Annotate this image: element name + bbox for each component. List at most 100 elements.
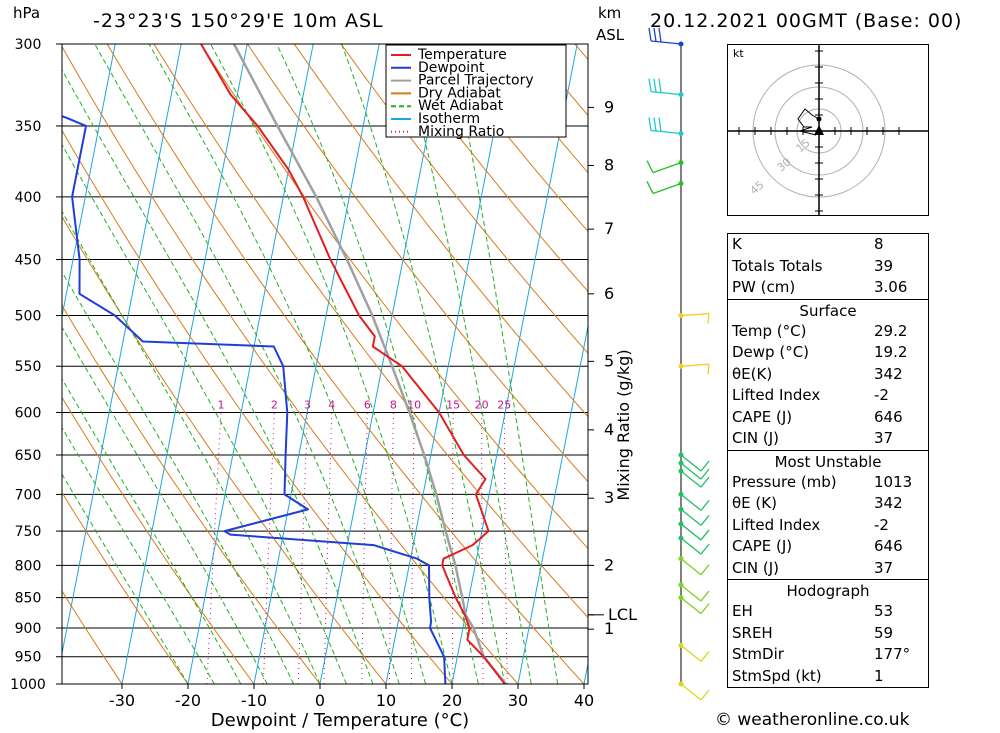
index-value: 342 [874, 364, 903, 383]
wind-barb [680, 363, 710, 375]
location-title: -23°23'S 150°29'E 10m ASL [93, 10, 384, 32]
pressure-tick-label: 550 [15, 359, 42, 375]
pressure-tick-label: 500 [15, 309, 42, 325]
most-unstable-section: Most Unstable Pressure (mb) 1013 θE (K) 342… [728, 449, 928, 580]
index-row: CIN (J) 37 [728, 558, 928, 580]
index-row: Totals Totals 39 [728, 256, 928, 278]
isotherm-line [121, 44, 248, 684]
indices-table: K 8 Totals Totals 39 PW (cm) 3.06 Surface Tem… [727, 233, 929, 688]
wind-barb-flag [700, 514, 710, 526]
hodograph-ring-label: 15 [794, 136, 813, 155]
wind-barb-flag [653, 78, 657, 93]
legend-label: Wet Adiabat [418, 98, 504, 114]
wind-barb-shaft [680, 644, 702, 662]
index-name: EH [732, 602, 753, 620]
index-name: Temp (°C) [732, 321, 807, 340]
height-tick-label: 8 [604, 155, 614, 174]
index-value: -2 [874, 386, 889, 404]
mixing-ratio-line [297, 412, 308, 684]
index-name: Dewp (°C) [732, 343, 810, 361]
index-name: SREH [732, 623, 773, 642]
pressure-tick-label: 800 [15, 558, 42, 574]
height-tick-label: LCL [608, 605, 637, 624]
isotherm-line [187, 44, 314, 684]
pressure-tick-label: 650 [15, 448, 42, 464]
mixing-ratio-label: 1 [217, 398, 224, 411]
wind-barb [680, 508, 710, 526]
x-axis-title: Dewpoint / Temperature (°C) [211, 710, 469, 731]
dry-adiabat-line [434, 44, 588, 233]
wind-barb-flag [707, 313, 710, 324]
dry-adiabat-line [387, 44, 588, 293]
copyright-link[interactable]: © weatheronline.co.uk [715, 710, 910, 730]
legend-label: Mixing Ratio [418, 124, 504, 140]
wet-adiabat-line [62, 426, 215, 684]
isotherm-line [385, 44, 512, 684]
mixing-ratio-axis-title: Mixing Ratio (g/kg) [614, 349, 633, 500]
x-tick-label: -30 [109, 691, 135, 710]
wind-barb-flag [648, 27, 652, 42]
index-row: Lifted Index -2 [728, 385, 928, 407]
pressure-tick-label: 900 [15, 621, 42, 637]
wet-adiabat-line [148, 44, 427, 684]
index-name: Totals Totals [732, 256, 823, 275]
hodograph-ring-label: 30 [775, 155, 794, 174]
wind-barb-flag [700, 529, 710, 541]
dry-adiabat-line [200, 44, 588, 550]
index-row: Pressure (mb) 1013 [728, 472, 928, 494]
index-row: θE(K) 342 [728, 364, 928, 386]
dry-adiabat-line [247, 44, 588, 483]
index-name: PW (cm) [732, 278, 796, 296]
index-value: 29.2 [874, 321, 908, 340]
pressure-tick-label: 300 [15, 37, 42, 53]
pressure-unit-label: hPa [13, 4, 41, 22]
parcel-trajectory-line [232, 44, 508, 684]
wind-barb [646, 160, 682, 174]
height-tick-label: 3 [604, 488, 614, 507]
hodograph-unit: kt [733, 47, 744, 60]
index-name: Pressure (mb) [732, 472, 837, 491]
wind-barb-flag [700, 476, 710, 488]
storm-motion-marker [814, 125, 824, 135]
index-row: CAPE (J) 646 [728, 536, 928, 558]
wind-barb-shaft [680, 584, 702, 602]
index-value: 59 [874, 623, 894, 642]
datetime-title: 20.12.2021 00GMT (Base: 00) [650, 10, 963, 32]
wind-barb-flag [707, 364, 710, 375]
x-tick-label: 10 [376, 691, 396, 710]
index-value: -2 [874, 515, 889, 534]
wind-barb [680, 470, 710, 488]
wet-adiabat-line [341, 44, 506, 684]
surface-section: Surface Temp (°C) 29.2 Dewp (°C) 19.2 θE(K) 3… [728, 298, 928, 450]
x-tick-label: 30 [508, 691, 528, 710]
x-tick-label: -10 [241, 691, 267, 710]
index-row: StmDir 177° [728, 644, 928, 666]
x-tick-label: 20 [442, 691, 462, 710]
height-unit-label: km [598, 4, 622, 22]
wind-barb-shaft [680, 312, 710, 317]
mixing-ratio-line [481, 412, 484, 684]
isotherm-line [319, 44, 446, 684]
index-value: 37 [874, 558, 894, 577]
dry-adiabat-line [340, 44, 588, 355]
wind-barb-flag [653, 27, 657, 42]
wind-barb-shaft [680, 454, 702, 472]
hodograph-trace [797, 108, 820, 136]
wind-barb [680, 523, 710, 541]
wind-barb [680, 493, 710, 511]
wind-barb [680, 683, 710, 701]
index-value: 39 [874, 256, 894, 275]
isotherm-line [62, 44, 116, 319]
wind-barb-flag [646, 160, 654, 173]
wind-barb-flag [700, 689, 710, 701]
index-name: θE(K) [732, 364, 773, 383]
wind-barb-shaft [680, 462, 702, 480]
mixing-ratio-line [503, 412, 508, 684]
mixing-ratio-line [262, 412, 275, 684]
index-row: θE (K) 342 [728, 493, 928, 515]
indices-top-section: K 8 Totals Totals 39 PW (cm) 3.06 [728, 234, 928, 299]
index-row: PW (cm) 3.06 [728, 277, 928, 299]
index-value: 646 [874, 407, 903, 426]
index-value: 1 [874, 666, 884, 685]
